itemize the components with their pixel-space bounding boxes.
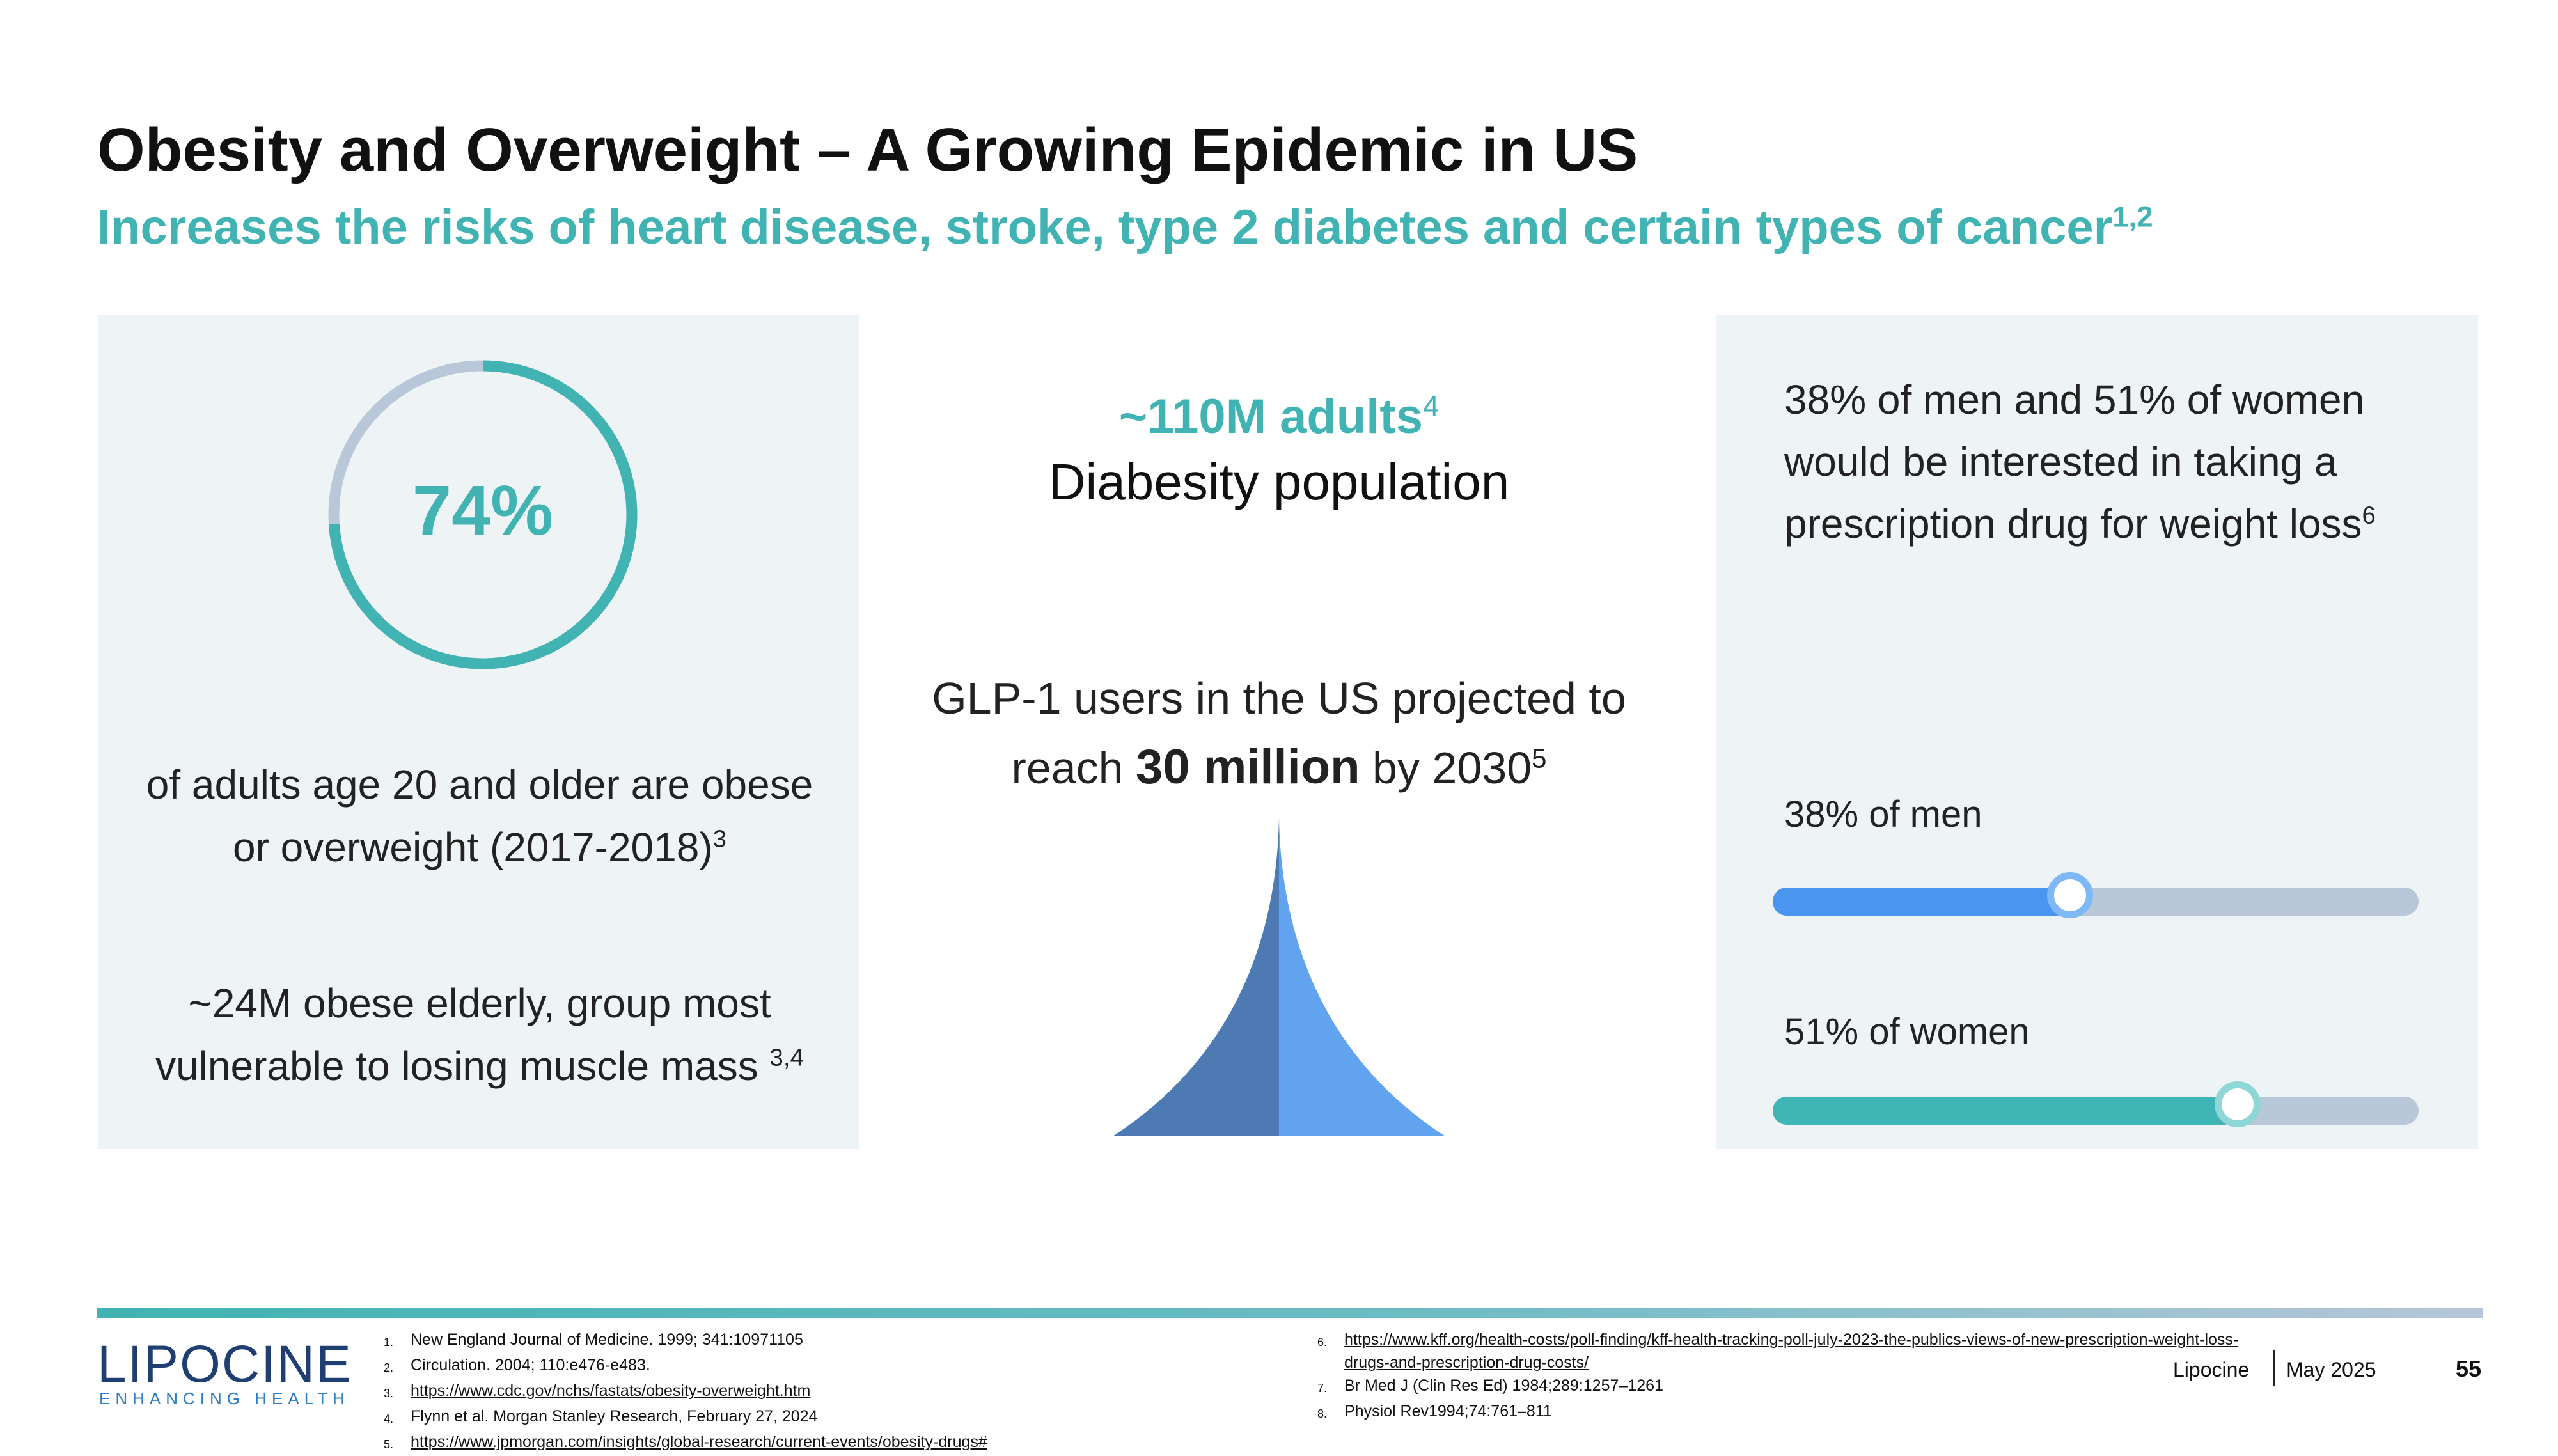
- adults-count-text: ~110M adults: [1118, 389, 1423, 444]
- survey-text-body: 38% of men and 51% of women would be int…: [1784, 377, 2365, 547]
- diabesity-population-label: Diabesity population: [1048, 453, 1510, 510]
- reference-text: Br Med J (Clin Res Ed) 1984;289:1257–126…: [1344, 1377, 1663, 1395]
- percentage-ring-chart: [328, 360, 638, 669]
- reference-item: 1. New England Journal of Medicine. 1999;…: [384, 1328, 987, 1354]
- reference-item: 7. Br Med J (Clin Res Ed) 1984;289:1257–1…: [1317, 1374, 2240, 1400]
- footer-company-name: Lipocine: [2173, 1358, 2250, 1381]
- women-slider-label: 51% of women: [1784, 1011, 2030, 1053]
- men-slider-fill: [1773, 888, 2070, 916]
- men-slider-handle[interactable]: [2046, 872, 2093, 918]
- obese-adults-description: of adults age 20 and older are obese or o…: [128, 753, 831, 879]
- pyramid-left-half: [1113, 818, 1279, 1136]
- reference-text: Physiol Rev1994;74:761–811: [1344, 1402, 1552, 1420]
- reference-number: 6.: [1317, 1336, 1328, 1349]
- reference-number: 3.: [384, 1387, 394, 1400]
- reference-number: 2.: [384, 1361, 394, 1374]
- pyramid-right-half: [1279, 818, 1445, 1136]
- obese-elderly-description: ~24M obese elderly, group most vulnerable…: [128, 972, 831, 1097]
- reference-number: 8.: [1317, 1407, 1328, 1420]
- references-list-right: 6. https://www.kff.org/health-costs/poll-…: [1317, 1328, 2240, 1425]
- reference-link[interactable]: https://www.jpmorgan.com/insights/global…: [411, 1433, 987, 1451]
- footer-divider-bar: [97, 1308, 2483, 1318]
- adults-footnote: 4: [1422, 389, 1440, 423]
- men-slider-label: 38% of men: [1784, 794, 1982, 835]
- reference-item: 8. Physiol Rev1994;74:761–811: [1317, 1400, 2240, 1425]
- women-slider-handle[interactable]: [2215, 1081, 2261, 1127]
- page-number: 55: [2456, 1356, 2482, 1382]
- elderly-footnote: 3,4: [769, 1044, 804, 1072]
- diabesity-adults-count: ~110M adults4: [959, 389, 1599, 444]
- reference-link[interactable]: https://www.kff.org/health-costs/poll-fi…: [1344, 1331, 2239, 1372]
- glp-line1: GLP-1 users in the US projected to: [932, 673, 1626, 723]
- reference-item: 5. https://www.jpmorgan.com/insights/glob…: [384, 1430, 987, 1456]
- reference-item: 2. Circulation. 2004; 110:e476-e483.: [384, 1354, 987, 1379]
- glp-line2-post: by 2030: [1360, 743, 1532, 793]
- obese-text-line1: of adults age 20 and older are obese: [146, 762, 813, 808]
- reference-number: 4.: [384, 1413, 394, 1425]
- glp-line2-pre: reach: [1011, 743, 1136, 793]
- company-logo-tagline: ENHANCING HEALTH: [99, 1389, 350, 1408]
- women-slider-fill: [1773, 1097, 2238, 1125]
- reference-text: Flynn et al. Morgan Stanley Research, Fe…: [411, 1407, 818, 1425]
- page-subtitle: Increases the risks of heart disease, st…: [97, 200, 2153, 255]
- footer-date: May 2025: [2286, 1358, 2376, 1381]
- subtitle-text: Increases the risks of heart disease, st…: [97, 200, 2113, 254]
- reference-link[interactable]: https://www.cdc.gov/nchs/fastats/obesity…: [411, 1382, 811, 1400]
- reference-number: 7.: [1317, 1382, 1328, 1395]
- reference-number: 1.: [384, 1336, 394, 1349]
- survey-footnote: 6: [2362, 501, 2376, 529]
- weight-loss-survey-text: 38% of men and 51% of women would be int…: [1784, 369, 2462, 555]
- subtitle-footnote: 1,2: [2112, 200, 2153, 233]
- glp-footnote: 5: [1532, 743, 1547, 774]
- obese-footnote: 3: [712, 825, 726, 853]
- obesity-stats-panel: [98, 315, 859, 1149]
- page-title: Obesity and Overweight – A Growing Epide…: [97, 116, 1638, 184]
- reference-item: 6. https://www.kff.org/health-costs/poll-…: [1317, 1328, 2240, 1374]
- reference-text: Circulation. 2004; 110:e476-e483.: [411, 1356, 650, 1374]
- reference-item: 4. Flynn et al. Morgan Stanley Research, …: [384, 1405, 987, 1430]
- women-slider[interactable]: [1773, 1081, 2419, 1127]
- company-logo: LIPOCINE: [97, 1335, 352, 1393]
- survey-panel: [1716, 315, 2478, 1149]
- reference-number: 5.: [384, 1438, 394, 1451]
- glp1-projection-text: GLP-1 users in the US projected to reach …: [895, 664, 1663, 802]
- reference-text: New England Journal of Medicine. 1999; 3…: [411, 1331, 803, 1349]
- references-list-left: 1. New England Journal of Medicine. 1999;…: [384, 1328, 987, 1456]
- elderly-text-line2: vulnerable to losing muscle mass: [155, 1043, 758, 1089]
- ring-fill-arc: [328, 360, 638, 669]
- footer-vertical-divider: [2273, 1350, 2275, 1386]
- men-slider[interactable]: [1773, 872, 2419, 918]
- reference-item: 3. https://www.cdc.gov/nchs/fastats/obesi…: [384, 1379, 987, 1405]
- growth-pyramid-graphic: [1113, 818, 1445, 1136]
- ring-percentage-value: 74%: [412, 471, 554, 550]
- obese-text-line2: or overweight (2017-2018): [232, 824, 713, 870]
- glp-line2-bold: 30 million: [1136, 740, 1360, 794]
- elderly-text-line1: ~24M obese elderly, group most: [188, 980, 771, 1026]
